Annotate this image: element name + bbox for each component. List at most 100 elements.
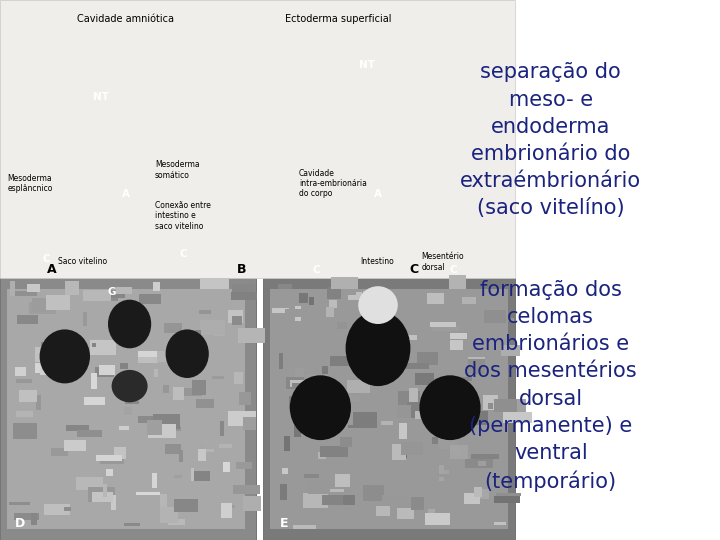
Ellipse shape — [289, 375, 351, 440]
Text: formação dos
celomas
embrionários e
dos mesentérios
dorsal
(permanente) e
ventra: formação dos celomas embrionários e dos … — [464, 280, 637, 492]
Bar — [153, 488, 163, 496]
Text: D: D — [15, 517, 25, 530]
Bar — [125, 401, 139, 403]
Bar — [328, 300, 337, 308]
Bar — [330, 356, 351, 366]
Bar — [46, 295, 70, 310]
Bar — [322, 495, 343, 505]
Bar — [84, 397, 105, 404]
Bar — [400, 352, 410, 363]
Bar — [363, 485, 384, 501]
Bar — [263, 278, 515, 540]
Bar — [64, 507, 71, 511]
Bar — [478, 461, 485, 465]
Bar — [503, 411, 532, 423]
Bar — [174, 500, 198, 512]
Bar — [427, 409, 451, 412]
Bar — [483, 395, 498, 410]
Bar — [271, 308, 289, 313]
Text: A: A — [47, 264, 57, 276]
Bar — [35, 347, 55, 362]
Bar — [221, 503, 232, 518]
Bar — [192, 380, 206, 395]
Bar — [464, 492, 480, 504]
Bar — [107, 469, 113, 476]
Bar — [305, 374, 330, 383]
Text: Ectoderma superficial: Ectoderma superficial — [285, 14, 392, 24]
Text: C: C — [410, 264, 418, 276]
Bar — [377, 505, 390, 516]
Text: E: E — [280, 517, 289, 530]
Bar — [109, 330, 134, 333]
Bar — [345, 280, 356, 295]
Bar — [402, 363, 428, 369]
Text: C: C — [450, 265, 457, 275]
Bar — [49, 348, 62, 363]
Bar — [348, 292, 362, 300]
Bar — [450, 445, 468, 458]
Bar — [9, 502, 30, 505]
Ellipse shape — [419, 375, 481, 440]
Bar — [326, 307, 334, 317]
Bar — [27, 285, 40, 292]
Bar — [348, 412, 377, 428]
Bar — [103, 484, 107, 497]
Bar — [295, 420, 302, 429]
Bar — [432, 437, 438, 444]
Bar — [286, 377, 304, 389]
Bar — [199, 309, 211, 314]
Text: Mesoderma
somático: Mesoderma somático — [155, 160, 199, 180]
Bar — [243, 417, 256, 430]
Bar — [469, 357, 485, 370]
Bar — [292, 383, 311, 387]
Bar — [320, 446, 348, 457]
Bar — [114, 447, 125, 459]
Bar — [243, 496, 261, 511]
Ellipse shape — [112, 370, 148, 402]
Bar — [173, 426, 181, 431]
Bar — [99, 456, 124, 464]
Text: Intestino: Intestino — [360, 258, 394, 266]
Bar — [284, 436, 290, 451]
Bar — [375, 356, 383, 361]
Bar — [239, 392, 251, 405]
Text: Conexão entre
intestino e
saco vitelino: Conexão entre intestino e saco vitelino — [155, 201, 211, 231]
Bar — [366, 328, 385, 340]
Bar — [441, 470, 449, 474]
Bar — [140, 294, 161, 304]
Bar — [399, 423, 408, 438]
Bar — [282, 468, 288, 474]
Bar — [487, 318, 514, 321]
Bar — [294, 368, 305, 382]
Bar — [35, 348, 58, 358]
Text: Cavidade amniótica: Cavidade amniótica — [78, 14, 174, 24]
Bar — [450, 333, 467, 339]
Bar — [164, 323, 181, 333]
Text: Cavidade
intra-embrionária
do corpo: Cavidade intra-embrionária do corpo — [299, 168, 366, 199]
Bar — [280, 484, 287, 501]
Bar — [91, 343, 96, 347]
Bar — [30, 302, 55, 314]
Bar — [347, 380, 370, 393]
Bar — [445, 380, 452, 394]
Ellipse shape — [40, 329, 90, 383]
Bar — [196, 399, 214, 408]
Bar — [410, 388, 418, 402]
Bar — [168, 519, 185, 525]
Bar — [96, 455, 122, 461]
Bar — [472, 455, 499, 459]
Bar — [495, 496, 521, 503]
Bar — [468, 359, 485, 374]
Bar — [346, 395, 361, 401]
Bar — [198, 449, 206, 461]
Bar — [19, 390, 37, 402]
Bar — [415, 373, 433, 385]
Bar — [439, 465, 444, 481]
Bar — [14, 367, 26, 376]
Bar — [7, 289, 245, 529]
Bar — [289, 380, 305, 387]
Bar — [153, 414, 180, 429]
Bar — [449, 275, 466, 289]
Bar — [0, 0, 515, 278]
Bar — [17, 314, 38, 323]
